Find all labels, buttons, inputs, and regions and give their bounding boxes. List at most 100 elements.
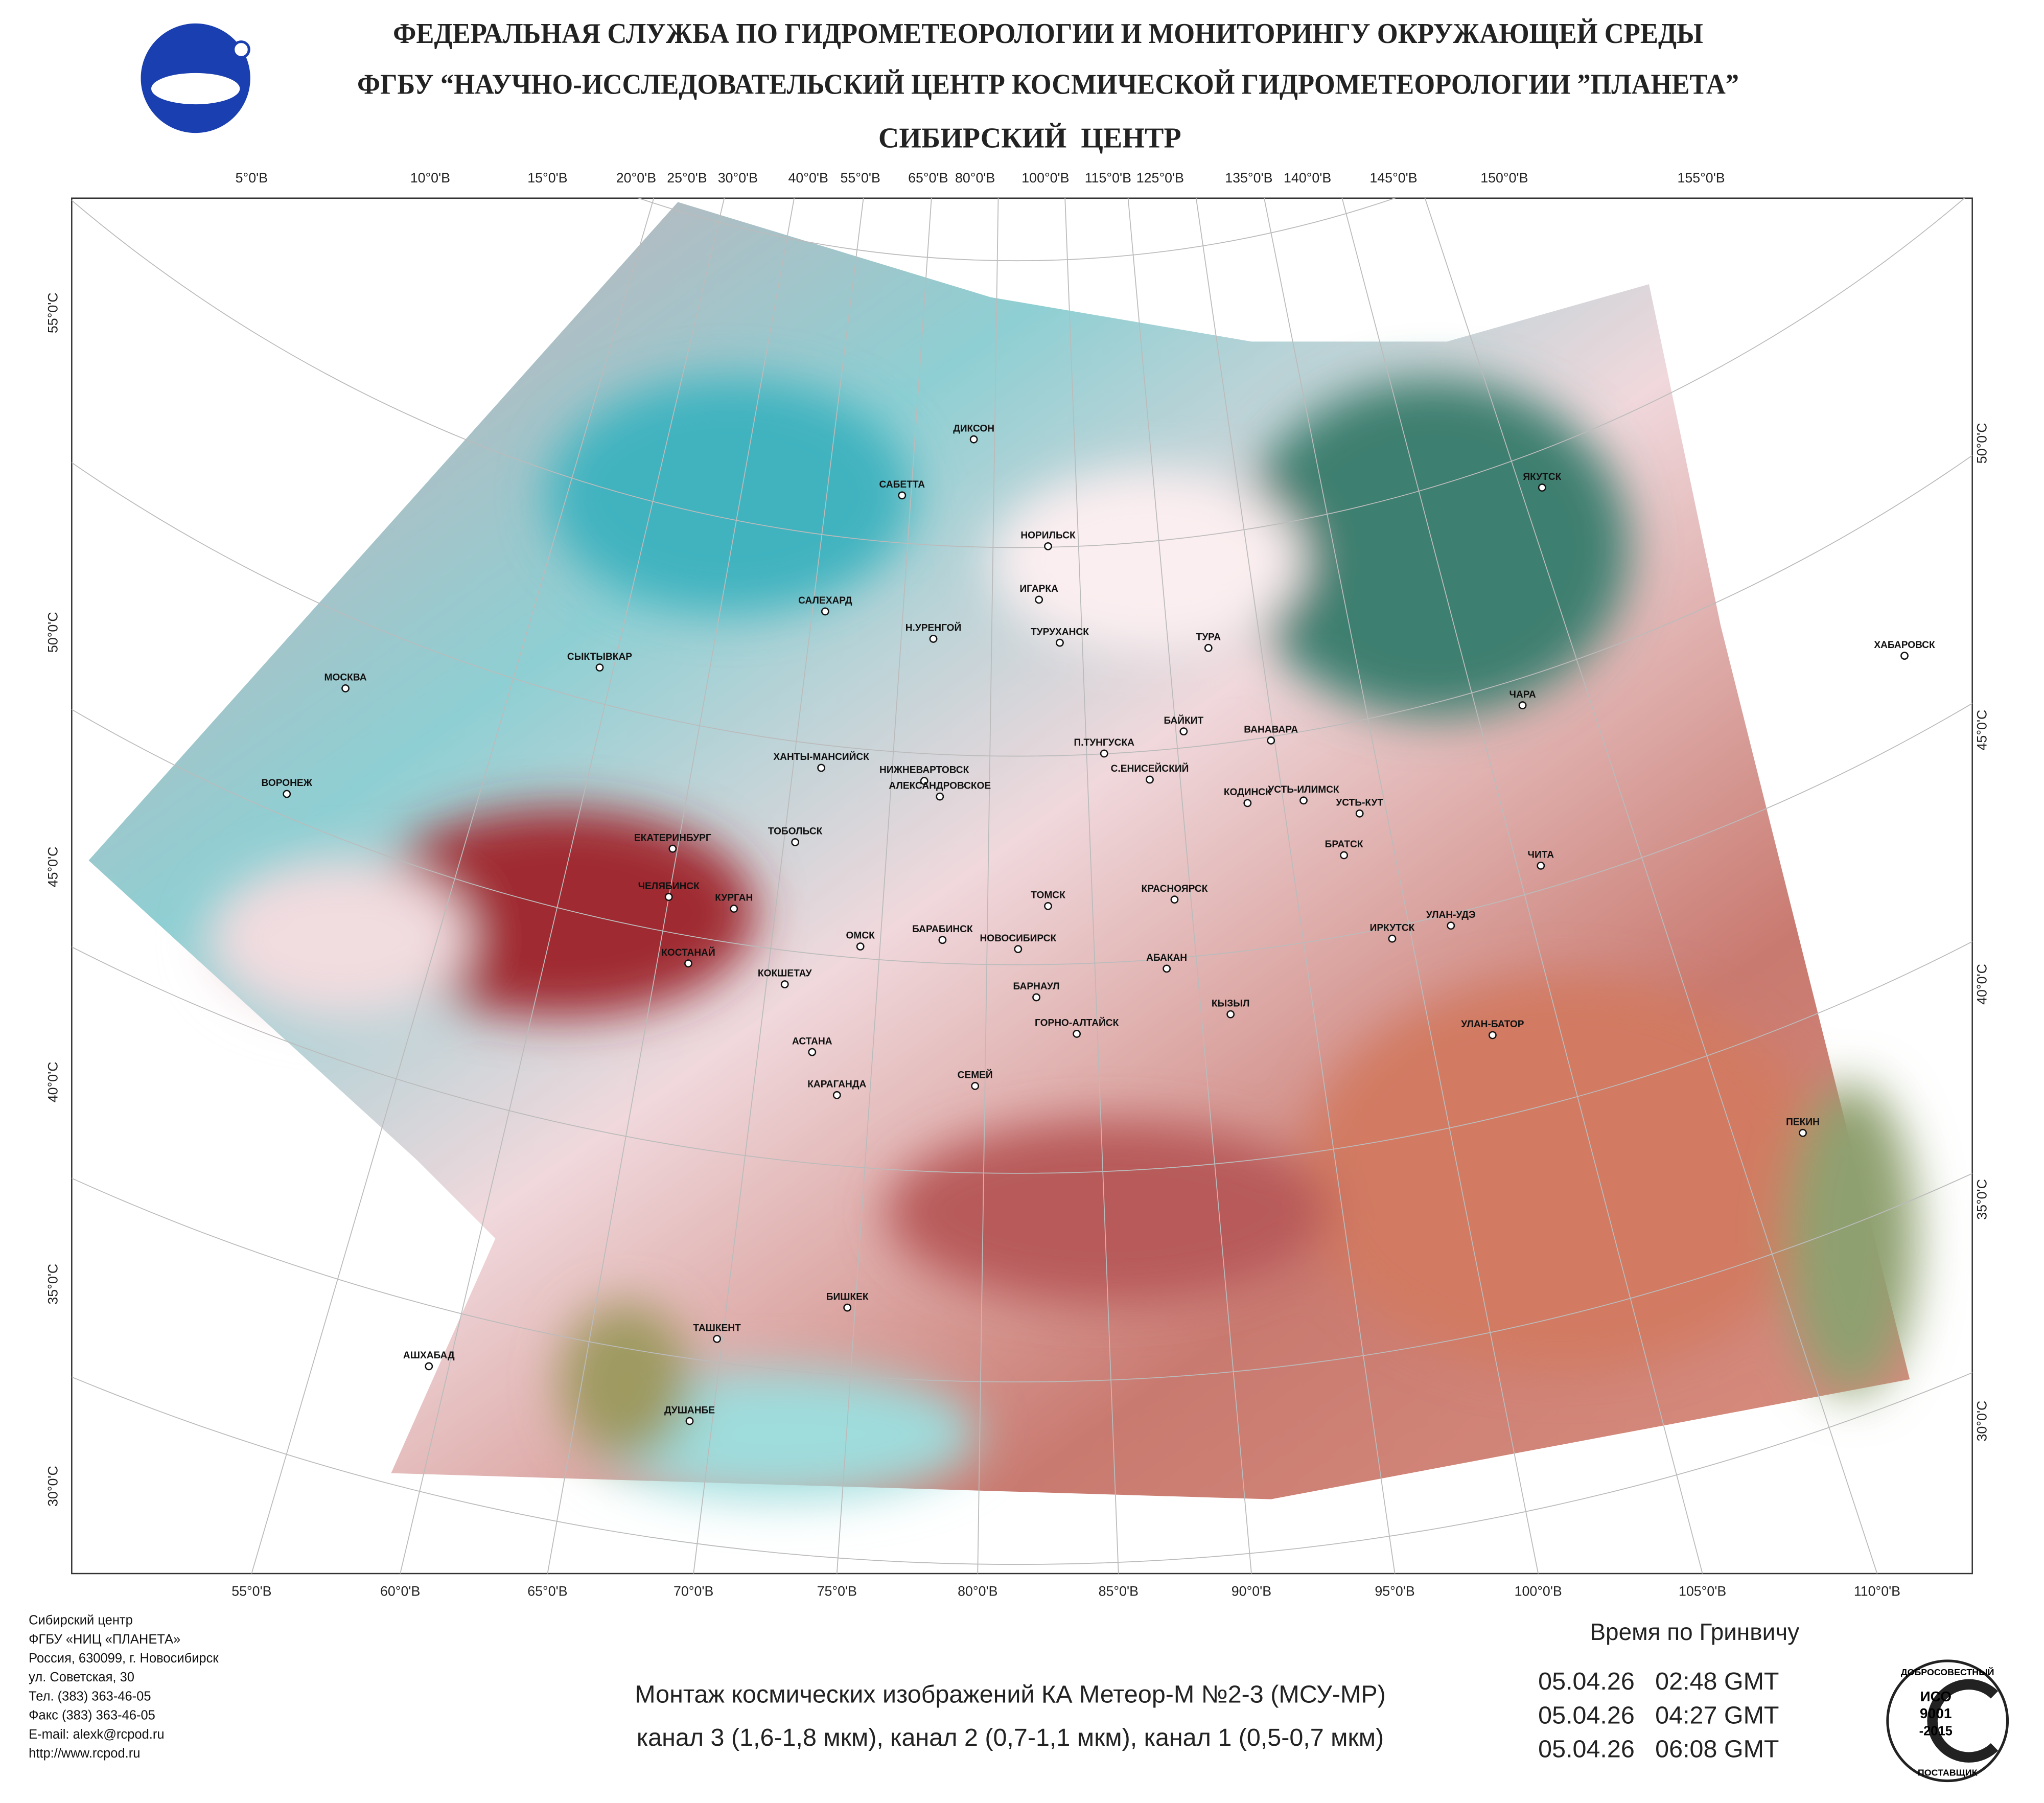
city-label: НИЖНЕВАРТОВСК (879, 765, 969, 776)
city-label: САБЕТТА (879, 479, 925, 490)
city-marker (1056, 638, 1064, 647)
city-label: НОВОСИБИРСК (980, 933, 1056, 944)
city-marker (1179, 727, 1188, 736)
bottom-lon-label: 70°0'В (673, 1583, 713, 1599)
bottom-lon-label: 60°0'В (380, 1583, 420, 1599)
city-marker (971, 1082, 980, 1090)
city-marker (1035, 595, 1043, 604)
city-label: КОСТАНАЙ (661, 947, 715, 958)
left-lat-label: 30°0'С (45, 1466, 60, 1507)
city-label: ТАШКЕНТ (693, 1323, 741, 1334)
city-label: ЯКУТСК (1523, 472, 1561, 482)
city-marker (1388, 934, 1397, 943)
meridian (1064, 198, 1119, 1574)
bottom-lon-label: 55°0'В (231, 1583, 271, 1599)
left-lat-label: 40°0'С (45, 1061, 60, 1102)
institute: ФГБУ “НАУЧНО-ИССЛЕДОВАТЕЛЬСКИЙ ЦЕНТР КОС… (357, 69, 1739, 101)
parallel (72, 198, 1965, 548)
top-lon-label: 150°0'В (1480, 170, 1528, 186)
city-marker (1204, 643, 1213, 652)
city-label: ЧЕЛЯБИНСК (638, 881, 700, 892)
meridian (1195, 198, 1396, 1574)
right-lat-label: 35°0'С (1975, 1179, 1990, 1220)
city-label: БАРНАУЛ (1013, 981, 1060, 992)
city-marker (791, 838, 800, 846)
city-marker (817, 764, 826, 772)
city-label: ДУШАНБЕ (664, 1405, 715, 1416)
city-label: ТОМСК (1031, 890, 1065, 901)
city-marker (1518, 701, 1527, 709)
city-label: АБАКАН (1146, 953, 1187, 963)
badge-year: -2015 (1919, 1724, 1953, 1738)
city-label: НОРИЛЬСК (1020, 530, 1076, 541)
city-label: ТУРУХАНСК (1031, 627, 1089, 637)
top-lon-label: 10°0'В (410, 170, 450, 186)
city-label: КОДИНСК (1224, 787, 1271, 798)
city-label: АШХАБАД (403, 1350, 455, 1361)
bottom-lon-label: 85°0'В (1099, 1583, 1139, 1599)
top-lon-label: 100°0'В (1021, 170, 1069, 186)
city-label: СЕМЕЙ (958, 1070, 993, 1081)
meridian (977, 198, 999, 1574)
city-label: ИРКУТСК (1370, 922, 1415, 933)
city-marker (1243, 799, 1252, 807)
address-line: ФГБУ «НИЦ «ПЛАНЕТА» (29, 1632, 180, 1647)
bottom-lon-label: 105°0'В (1679, 1583, 1726, 1599)
time-line: 05.04.26 02:48 GMT (1538, 1668, 1779, 1695)
top-lon-label: 135°0'В (1225, 170, 1272, 186)
meridian (1263, 198, 1539, 1574)
address-line: Факс (383) 363-46-05 (29, 1708, 155, 1723)
city-marker (1073, 1030, 1081, 1038)
city-label: ХАБАРОВСК (1874, 640, 1935, 651)
meridian (400, 198, 725, 1574)
city-label: АЛЕКСАНДРОВСКОЕ (889, 780, 991, 791)
meridian (547, 198, 795, 1574)
meridian (1127, 198, 1252, 1574)
top-lon-label: 125°0'В (1136, 170, 1184, 186)
badge-num: 9001 (1920, 1705, 1952, 1721)
city-marker (1146, 775, 1154, 784)
city-marker (821, 607, 829, 616)
city-label: УЛАН-БАТОР (1461, 1019, 1524, 1030)
meridian (251, 198, 655, 1574)
top-lon-label: 140°0'В (1284, 170, 1331, 186)
left-lat-label: 45°0'С (45, 846, 60, 887)
city-label: АСТАНА (792, 1036, 832, 1047)
city-label: ТОБОЛЬСК (768, 826, 823, 837)
top-lon-label: 5°0'В (236, 170, 268, 186)
city-marker (843, 1303, 852, 1312)
top-lon-label: 15°0'В (527, 170, 567, 186)
city-marker (425, 1362, 433, 1371)
bottom-lon-label: 80°0'В (958, 1583, 997, 1599)
top-lon-label: 155°0'В (1677, 170, 1725, 186)
city-marker (595, 663, 604, 672)
bottom-lon-label: 90°0'В (1232, 1583, 1271, 1599)
bottom-lon-label: 65°0'В (527, 1583, 567, 1599)
city-marker (856, 942, 865, 951)
right-lat-label: 45°0'С (1975, 710, 1990, 751)
top-lon-label: 55°0'В (841, 170, 880, 186)
city-marker (832, 1091, 841, 1099)
city-label: ВАНАВАРА (1244, 725, 1298, 735)
top-lon-label: 25°0'В (667, 170, 707, 186)
top-lon-label: 80°0'В (955, 170, 995, 186)
city-label: КАРАГАНДА (807, 1079, 866, 1090)
meridian (1424, 198, 1878, 1574)
caption-line: канал 3 (1,6-1,8 мкм), канал 2 (0,7-1,1 … (637, 1724, 1384, 1751)
satellite-imagery (72, 198, 1972, 1574)
agency: ФЕДЕРАЛЬНАЯ СЛУЖБА ПО ГИДРОМЕТЕОРОЛОГИИ … (393, 18, 1703, 50)
city-marker (780, 980, 789, 988)
city-label: С.ЕНИСЕЙСКИЙ (1111, 763, 1189, 774)
top-lon-label: 145°0'В (1369, 170, 1417, 186)
iso-badge: ДОБРОСОВЕСТНЫЙ ИСО 9001 -2015 ПОСТАВЩИК (1886, 1659, 2009, 1783)
city-label: МОСКВА (324, 673, 367, 683)
parallel (638, 198, 1396, 261)
time-heading: Время по Гринвичу (1590, 1619, 1799, 1645)
meridian (836, 198, 932, 1574)
top-lon-label: 20°0'В (616, 170, 656, 186)
right-lat-label: 50°0'С (1975, 423, 1990, 464)
city-label: БРАТСК (1325, 839, 1363, 850)
city-marker (1163, 964, 1171, 973)
city-marker (1447, 921, 1455, 930)
city-marker (1340, 851, 1348, 860)
